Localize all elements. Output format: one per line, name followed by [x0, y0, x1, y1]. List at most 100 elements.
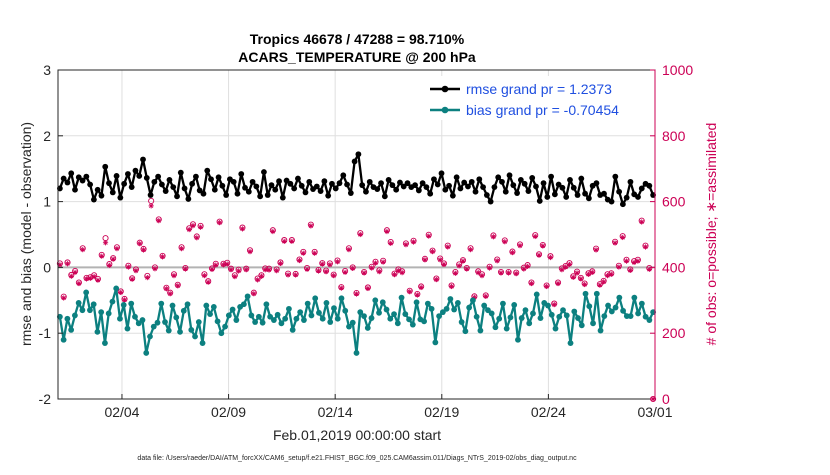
rmse-point	[582, 190, 588, 197]
rmse-point	[215, 174, 222, 181]
rmse-point	[446, 182, 452, 189]
rmse-point	[423, 184, 430, 191]
bias-point	[646, 317, 653, 323]
obs-assimilated-point	[247, 249, 253, 255]
bias-point	[203, 302, 210, 309]
bias-point	[98, 309, 105, 316]
obs-assimilated-point	[494, 258, 500, 264]
obs-assimilated-point	[475, 270, 481, 276]
bias-point	[297, 309, 304, 316]
bias-point	[316, 309, 322, 316]
bias-point	[481, 302, 488, 309]
obs-assimilated-point	[121, 297, 128, 303]
y-left-tick-label: -2	[39, 391, 52, 407]
bias-point	[383, 306, 390, 313]
bias-point	[477, 327, 484, 334]
bias-point	[635, 310, 642, 317]
bias-point	[503, 325, 510, 332]
obs-assimilated-point	[159, 254, 166, 260]
bias-point	[83, 289, 90, 296]
rmse-point	[75, 174, 82, 181]
obs-assimilated-point	[422, 257, 428, 263]
rmse-point	[196, 187, 203, 194]
obs-assimilated-point	[498, 270, 504, 276]
bias-point	[301, 317, 307, 323]
obs-assimilated-point	[418, 284, 424, 291]
obs-assimilated-point	[506, 270, 512, 276]
obs-assimilated-point	[171, 273, 177, 279]
rmse-point	[159, 181, 165, 188]
obs-assimilated-point	[566, 261, 573, 268]
bias-point	[192, 333, 198, 340]
rmse-point	[268, 182, 275, 189]
rmse-point	[510, 182, 517, 189]
rmse-point	[491, 184, 498, 191]
bias-point	[278, 320, 285, 327]
rmse-point	[204, 167, 211, 174]
bias-point	[473, 313, 480, 320]
obs-assimilated-point	[319, 261, 325, 267]
bias-point	[286, 305, 292, 312]
rmse-point	[601, 190, 607, 197]
rmse-point	[189, 180, 196, 187]
bias-point	[263, 301, 270, 308]
rmse-point	[548, 173, 554, 180]
obs-assimilated-point	[205, 279, 211, 285]
rmse-point	[404, 180, 411, 187]
bias-point	[323, 300, 330, 306]
rmse-point	[113, 173, 120, 179]
obs-assimilated-point	[429, 249, 436, 255]
rmse-point	[389, 182, 396, 189]
bias-point	[563, 312, 570, 319]
obs-assimilated-point	[190, 223, 196, 229]
rmse-point	[472, 188, 479, 195]
rmse-point	[593, 180, 600, 187]
obs-assimilated-point	[114, 246, 120, 252]
obs-assimilated-point	[384, 228, 390, 235]
obs-assimilated-point	[137, 241, 143, 247]
obs-assimilated-point	[346, 247, 352, 253]
bias-point	[113, 285, 120, 292]
obs-assimilated-point	[525, 263, 531, 270]
bias-point	[605, 302, 611, 309]
obs-assimilated-point	[395, 268, 401, 274]
bias-point	[342, 307, 349, 314]
rmse-point	[646, 182, 653, 189]
obs-assimilated-point	[441, 261, 447, 268]
obs-assimilated-point	[102, 240, 109, 246]
obs-assimilated-point	[106, 262, 112, 269]
rmse-point	[336, 180, 343, 187]
obs-assimilated-point	[289, 238, 295, 245]
rmse-point	[529, 175, 536, 181]
bias-point	[60, 336, 67, 343]
obs-assimilated-point	[635, 258, 641, 264]
rmse-point	[555, 181, 562, 188]
rmse-point	[378, 180, 384, 187]
obs-assimilated-point	[217, 220, 223, 226]
obs-assimilated-point	[357, 231, 363, 238]
obs-assimilated-point	[334, 259, 341, 265]
bias-point	[79, 307, 86, 314]
obs-assimilated-point	[544, 283, 550, 290]
bias-point	[327, 319, 334, 325]
bias-point	[94, 328, 101, 335]
axis-layer: 02/04 02/09 02/14 02/19 02/24 03/01 -2 -1 0 1 2 3 0 2…	[39, 62, 694, 420]
bias-point	[71, 312, 78, 319]
bias-point	[454, 300, 461, 306]
bias-point	[560, 307, 566, 314]
rmse-point	[635, 194, 641, 200]
obs-assimilated-point	[574, 270, 580, 276]
obs-assimilated-point	[175, 283, 181, 289]
bias-point	[177, 328, 183, 335]
bias-point	[436, 313, 443, 319]
bias-point	[485, 307, 491, 314]
rmse-point	[363, 188, 369, 195]
bias-point	[90, 301, 97, 308]
obs-assimilated-point	[521, 266, 527, 272]
obs-assimilated-point	[467, 247, 474, 253]
bias-point	[593, 290, 600, 297]
obs-assimilated-point	[627, 267, 633, 273]
x-tick-label: 02/24	[531, 404, 566, 420]
obs-assimilated-point	[350, 265, 356, 271]
